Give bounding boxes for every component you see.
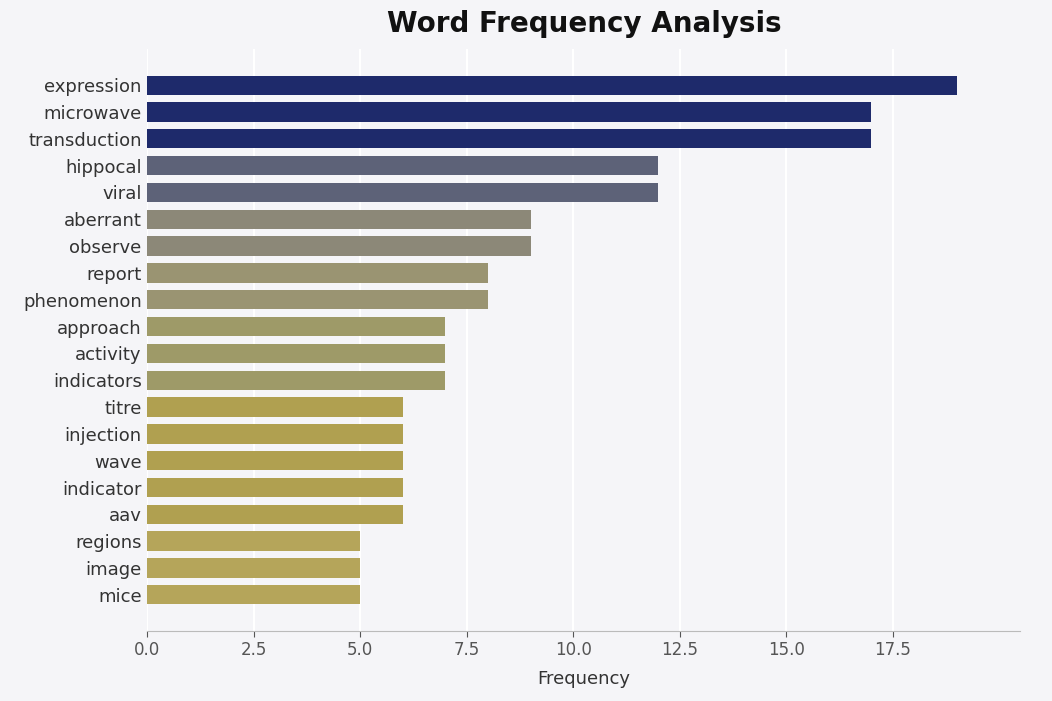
Bar: [147, 129, 871, 149]
Bar: [147, 451, 403, 470]
Bar: [147, 210, 530, 229]
X-axis label: Frequency: Frequency: [538, 670, 630, 688]
Bar: [147, 76, 956, 95]
Bar: [147, 585, 360, 604]
Bar: [147, 236, 530, 256]
Bar: [147, 397, 403, 416]
Bar: [147, 156, 659, 175]
Bar: [147, 290, 488, 309]
Bar: [147, 343, 445, 363]
Bar: [147, 102, 871, 122]
Bar: [147, 371, 445, 390]
Bar: [147, 478, 403, 497]
Bar: [147, 264, 488, 283]
Bar: [147, 505, 403, 524]
Title: Word Frequency Analysis: Word Frequency Analysis: [386, 11, 782, 39]
Bar: [147, 531, 360, 551]
Bar: [147, 558, 360, 578]
Bar: [147, 183, 659, 202]
Bar: [147, 317, 445, 336]
Bar: [147, 424, 403, 444]
